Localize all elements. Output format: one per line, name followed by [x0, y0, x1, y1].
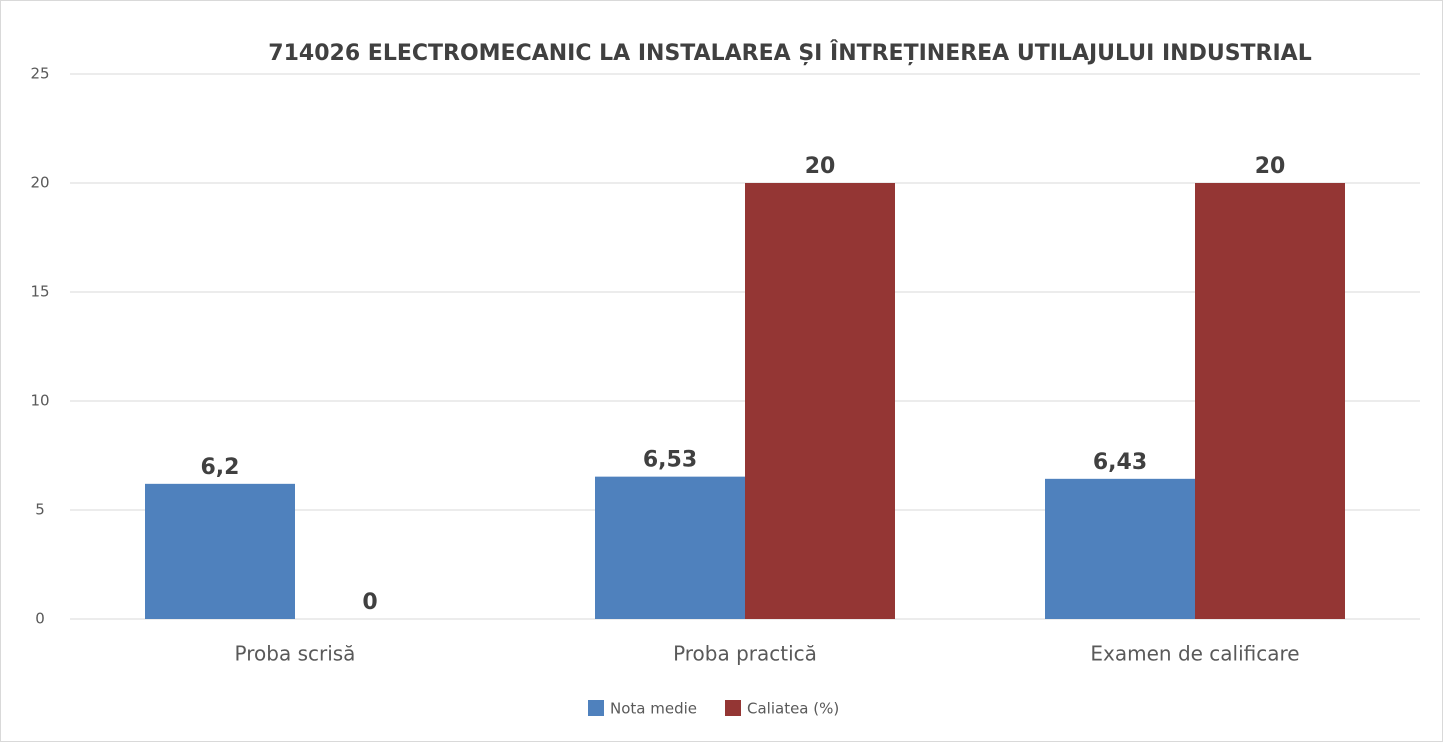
x-tick-label: Proba practică [673, 642, 817, 666]
bar [1195, 183, 1345, 619]
x-tick-label: Examen de calificare [1090, 642, 1299, 666]
bar [745, 183, 895, 619]
data-label: 20 [1255, 154, 1286, 179]
legend-swatch [588, 700, 604, 716]
legend-label: Nota medie [610, 700, 697, 718]
y-tick-label: 5 [35, 501, 45, 519]
bar [1045, 478, 1195, 619]
y-tick-label: 25 [30, 65, 49, 83]
chart-title: 714026 ELECTROMECANIC LA INSTALAREA ȘI Î… [268, 40, 1311, 66]
data-label: 20 [805, 154, 836, 179]
y-tick-label: 15 [30, 283, 49, 301]
data-label: 0 [362, 590, 377, 615]
x-tick-label: Proba scrisă [235, 642, 356, 666]
data-label: 6,53 [643, 448, 697, 473]
bar [145, 483, 295, 619]
legend-swatch [725, 700, 741, 716]
data-label: 6,43 [1093, 450, 1147, 475]
y-tick-label: 10 [30, 392, 49, 410]
data-label: 6,2 [201, 455, 240, 480]
bar [595, 476, 745, 619]
y-tick-label: 0 [35, 610, 45, 628]
y-tick-label: 20 [30, 174, 49, 192]
legend-label: Caliatea (%) [747, 700, 839, 718]
